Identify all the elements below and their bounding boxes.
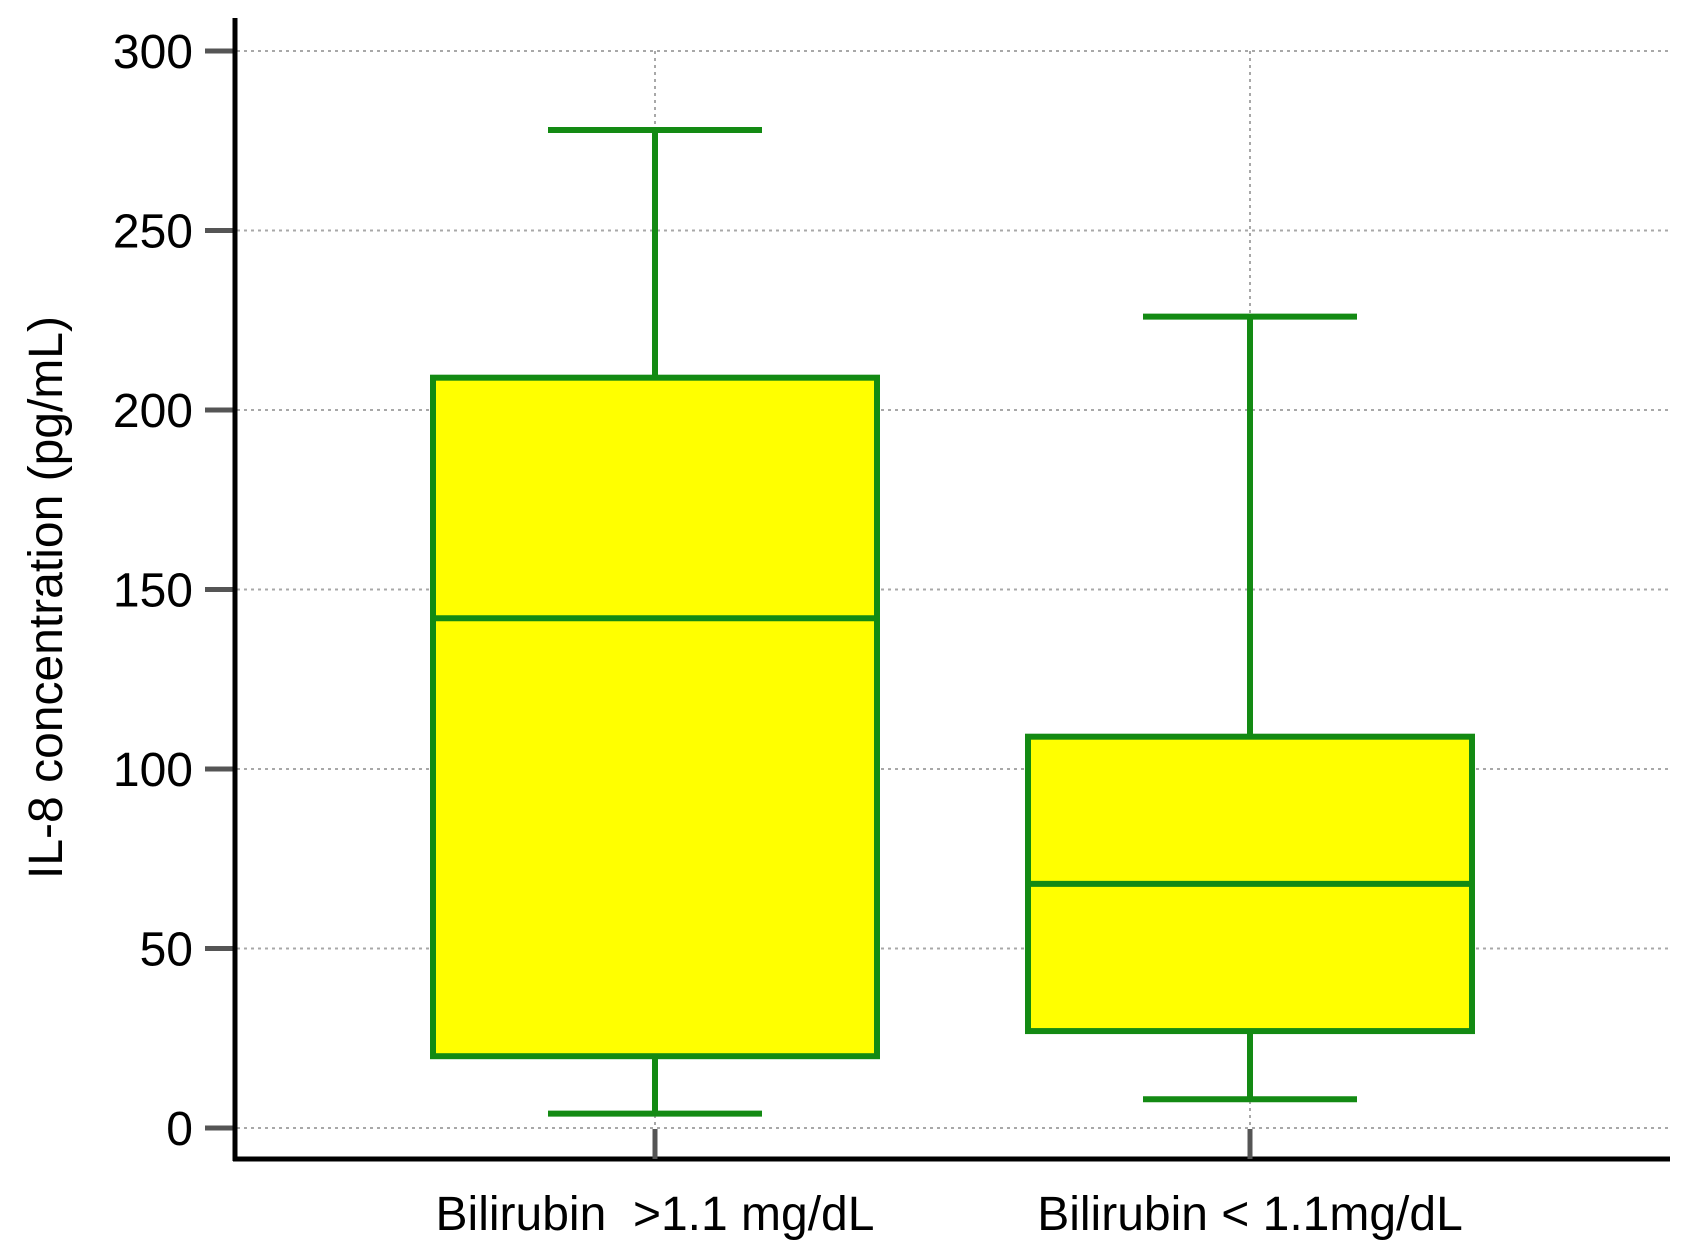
y-tick-label: 100 xyxy=(113,744,193,797)
labels: IL-8 concentration (pg/mL) 0 50 100 150 200 2… xyxy=(20,26,1463,1241)
y-tick-label: 150 xyxy=(113,565,193,618)
y-tick-label: 300 xyxy=(113,26,193,79)
y-tick-label: 200 xyxy=(113,385,193,438)
y-axis-title: IL-8 concentration (pg/mL) xyxy=(20,316,73,879)
axes xyxy=(205,18,1670,1162)
y-tick-label: 50 xyxy=(140,924,193,977)
box-iqr xyxy=(430,374,880,1060)
boxes xyxy=(430,126,1475,1117)
box-group xyxy=(430,126,880,1117)
box-group xyxy=(1025,313,1475,1103)
y-tick-label: 250 xyxy=(113,206,193,259)
x-tick-label: Bilirubin >1.1 mg/dL xyxy=(436,1188,875,1241)
y-tick-label: 0 xyxy=(166,1103,193,1156)
x-tick-label: Bilirubin < 1.1mg/dL xyxy=(1037,1188,1463,1241)
